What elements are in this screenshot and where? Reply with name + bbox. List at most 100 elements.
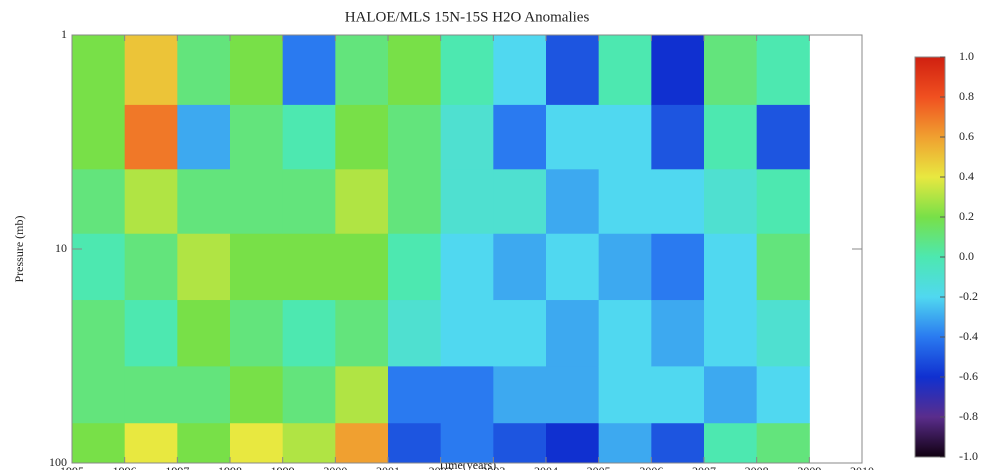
heatmap-cell [388, 233, 442, 301]
heatmap-cell [756, 233, 810, 301]
heatmap-cell [440, 300, 494, 367]
heatmap-cell [388, 169, 442, 235]
heatmap-cell [493, 233, 547, 301]
heatmap-cell [493, 104, 547, 170]
heatmap-cell [704, 423, 758, 464]
heatmap-cell [72, 35, 126, 106]
heatmap-cell [177, 35, 231, 106]
heatmap-cell [388, 300, 442, 367]
heatmap-cell [388, 423, 442, 464]
heatmap-cell [335, 104, 389, 170]
colorbar-tick-label: -1.0 [959, 449, 978, 463]
heatmap-cell [493, 423, 547, 464]
heatmap-cell [546, 300, 600, 367]
x-tick-label: 1997 [165, 464, 189, 470]
heatmap-cell [230, 233, 284, 301]
heatmap-cell [282, 233, 336, 301]
heatmap-cell [598, 104, 652, 170]
x-tick-label: 2006 [639, 464, 663, 470]
heatmap-cell [230, 35, 284, 106]
heatmap-cell [756, 169, 810, 235]
x-tick-label: 1999 [271, 464, 295, 470]
colorbar-tick-label: -0.2 [959, 289, 978, 303]
x-tick-label: 2007 [692, 464, 716, 470]
heatmap-cell [335, 233, 389, 301]
heatmap-cell [282, 104, 336, 170]
x-tick-label: 2008 [745, 464, 769, 470]
heatmap-cell [177, 169, 231, 235]
heatmap-cell [704, 169, 758, 235]
heatmap-cell [177, 104, 231, 170]
x-tick-label: 2005 [587, 464, 611, 470]
heatmap [72, 35, 810, 464]
heatmap-cell [651, 423, 705, 464]
heatmap-cell [651, 35, 705, 106]
heatmap-cell [72, 169, 126, 235]
heatmap-cell [282, 366, 336, 424]
heatmap-cell [756, 366, 810, 424]
colorbar-tick-label: 0.6 [959, 129, 974, 143]
heatmap-cell [704, 366, 758, 424]
heatmap-cell [230, 104, 284, 170]
x-tick-label: 1995 [60, 464, 84, 470]
heatmap-cell [704, 300, 758, 367]
heatmap-cell [335, 35, 389, 106]
heatmap-cell [598, 423, 652, 464]
heatmap-cell [756, 35, 810, 106]
heatmap-cell [756, 104, 810, 170]
colorbar-tick-label: -0.8 [959, 409, 978, 423]
x-tick-label: 2004 [534, 464, 558, 470]
heatmap-cell [598, 300, 652, 367]
heatmap-cell [440, 366, 494, 424]
heatmap-cell [230, 366, 284, 424]
heatmap-cell [177, 366, 231, 424]
heatmap-cell [177, 233, 231, 301]
x-tick-label: 2003 [481, 464, 505, 470]
heatmap-cell [756, 300, 810, 367]
heatmap-cell [651, 104, 705, 170]
colorbar-tick-label: 0.2 [959, 209, 974, 223]
colorbar-tick-label: -0.4 [959, 329, 978, 343]
heatmap-cell [493, 366, 547, 424]
heatmap-cell [72, 300, 126, 367]
heatmap-cell [651, 300, 705, 367]
x-tick-label: 1996 [113, 464, 137, 470]
heatmap-cell [124, 366, 178, 424]
colorbar-tick-label: 0.0 [959, 249, 974, 263]
heatmap-cell [546, 366, 600, 424]
heatmap-cell [598, 366, 652, 424]
heatmap-cell [282, 169, 336, 235]
heatmap-cell [388, 366, 442, 424]
heatmap-cell [546, 104, 600, 170]
heatmap-cell [440, 35, 494, 106]
heatmap-cell [598, 233, 652, 301]
heatmap-cell [756, 423, 810, 464]
y-tick-label: 100 [49, 455, 67, 469]
x-tick-label: 2000 [323, 464, 347, 470]
heatmap-cell [493, 169, 547, 235]
heatmap-cell [440, 169, 494, 235]
heatmap-cell [124, 423, 178, 464]
x-tick-label: 2002 [429, 464, 453, 470]
heatmap-cell [440, 104, 494, 170]
heatmap-cell [124, 169, 178, 235]
heatmap-cell [546, 233, 600, 301]
heatmap-cell [282, 423, 336, 464]
heatmap-cell [598, 35, 652, 106]
heatmap-cell [124, 35, 178, 106]
heatmap-cell [335, 366, 389, 424]
heatmap-cell [440, 233, 494, 301]
heatmap-cell [72, 104, 126, 170]
colorbar-tick-label: -0.6 [959, 369, 978, 383]
heatmap-cell [546, 169, 600, 235]
heatmap-cell [124, 300, 178, 367]
x-tick-label: 2001 [376, 464, 400, 470]
heatmap-cell [177, 423, 231, 464]
heatmap-cell [124, 104, 178, 170]
colorbar-tick-label: 0.4 [959, 169, 974, 183]
y-tick-label: 10 [55, 241, 67, 255]
heatmap-cell [177, 300, 231, 367]
chart-title: HALOE/MLS 15N-15S H2O Anomalies [345, 9, 590, 25]
axes: 1995 1996 1997 1998 1999 2000 2001 2002 2003 2004… [49, 27, 874, 470]
